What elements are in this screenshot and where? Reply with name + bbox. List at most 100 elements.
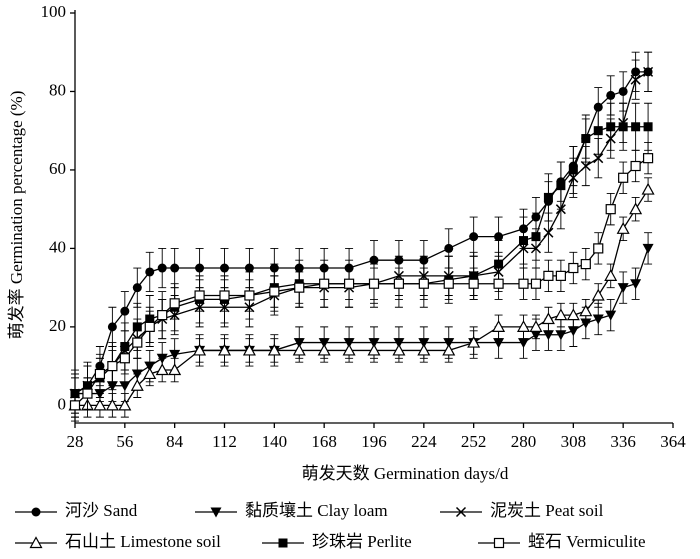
marker — [556, 181, 566, 191]
marker — [107, 361, 118, 372]
legend-label: 蛭石 Vermiculite — [528, 532, 646, 551]
marker — [568, 262, 579, 274]
marker — [244, 290, 255, 301]
marker — [543, 227, 554, 238]
marker — [591, 288, 605, 301]
legend-marker — [455, 506, 467, 518]
marker — [592, 314, 604, 325]
marker — [618, 86, 628, 96]
marker — [417, 343, 431, 356]
x-tick-label: 28 — [67, 432, 84, 451]
x-tick-label: 224 — [411, 432, 437, 451]
y-tick-label: 100 — [41, 2, 67, 21]
x-tick-label: 280 — [511, 432, 537, 451]
marker — [642, 153, 654, 164]
marker — [581, 134, 591, 144]
marker — [132, 337, 143, 348]
marker — [444, 243, 454, 253]
marker — [169, 349, 181, 360]
marker — [629, 202, 643, 215]
marker — [130, 378, 144, 391]
legend-marker — [493, 537, 505, 549]
marker — [518, 278, 529, 289]
marker — [119, 381, 131, 392]
marker — [217, 343, 232, 356]
marker — [132, 283, 142, 293]
y-tick-label: 20 — [49, 316, 66, 335]
series-line — [74, 71, 649, 395]
y-tick-label: 80 — [49, 80, 66, 99]
legend-marker — [31, 507, 41, 517]
marker — [542, 330, 554, 341]
y-axis-label: 萌发率 Germination percentage (%) — [7, 91, 26, 340]
marker — [642, 243, 654, 254]
marker — [604, 269, 618, 281]
y-tick-label: 0 — [58, 394, 67, 413]
y-tick-label: 40 — [49, 237, 66, 256]
marker — [392, 343, 406, 356]
x-tick-label: 252 — [461, 432, 487, 451]
marker — [169, 298, 180, 309]
marker — [105, 398, 119, 411]
marker — [579, 304, 593, 317]
marker — [605, 310, 617, 321]
marker — [317, 343, 331, 356]
marker — [418, 278, 429, 289]
marker — [606, 122, 616, 132]
marker — [468, 278, 479, 289]
marker — [593, 153, 604, 164]
marker — [618, 122, 628, 132]
marker — [516, 320, 531, 332]
marker — [367, 343, 381, 356]
marker — [555, 330, 567, 341]
marker — [94, 368, 106, 380]
marker — [342, 343, 356, 356]
marker — [145, 267, 155, 277]
legend-label: 泥炭土 Peat soil — [490, 501, 604, 520]
marker — [593, 126, 603, 136]
marker — [267, 343, 281, 356]
x-tick-label: 308 — [561, 432, 587, 451]
marker — [219, 290, 230, 301]
marker — [343, 278, 355, 289]
marker — [605, 204, 616, 215]
marker — [144, 321, 155, 332]
legend-label: 珍珠岩 Perlite — [312, 532, 412, 551]
marker — [630, 279, 642, 290]
legend-label: 河沙 Sand — [65, 501, 138, 520]
marker — [157, 263, 167, 273]
marker — [443, 278, 454, 289]
legend-marker — [210, 507, 222, 518]
marker — [631, 122, 641, 132]
marker — [292, 343, 306, 356]
marker — [242, 343, 256, 356]
marker — [618, 172, 629, 183]
x-tick-label: 196 — [361, 432, 387, 451]
marker — [119, 353, 130, 364]
marker — [593, 243, 604, 254]
marker — [543, 270, 554, 281]
marker — [143, 367, 157, 380]
marker — [580, 318, 592, 329]
x-tick-label: 112 — [212, 432, 237, 451]
marker — [630, 160, 641, 172]
marker — [168, 363, 182, 376]
marker — [641, 182, 655, 195]
marker — [319, 278, 330, 289]
marker — [518, 338, 529, 349]
marker — [543, 192, 553, 202]
marker — [494, 232, 504, 242]
marker — [82, 388, 93, 399]
legend-label: 石山土 Limestone soil — [65, 532, 221, 551]
marker — [554, 308, 568, 321]
marker — [606, 90, 616, 100]
marker — [568, 165, 578, 175]
marker — [220, 263, 229, 273]
marker — [530, 278, 542, 289]
marker — [493, 338, 505, 349]
marker — [120, 306, 130, 316]
marker — [93, 398, 107, 411]
marker — [467, 335, 481, 348]
marker — [580, 259, 591, 270]
marker — [442, 343, 456, 356]
